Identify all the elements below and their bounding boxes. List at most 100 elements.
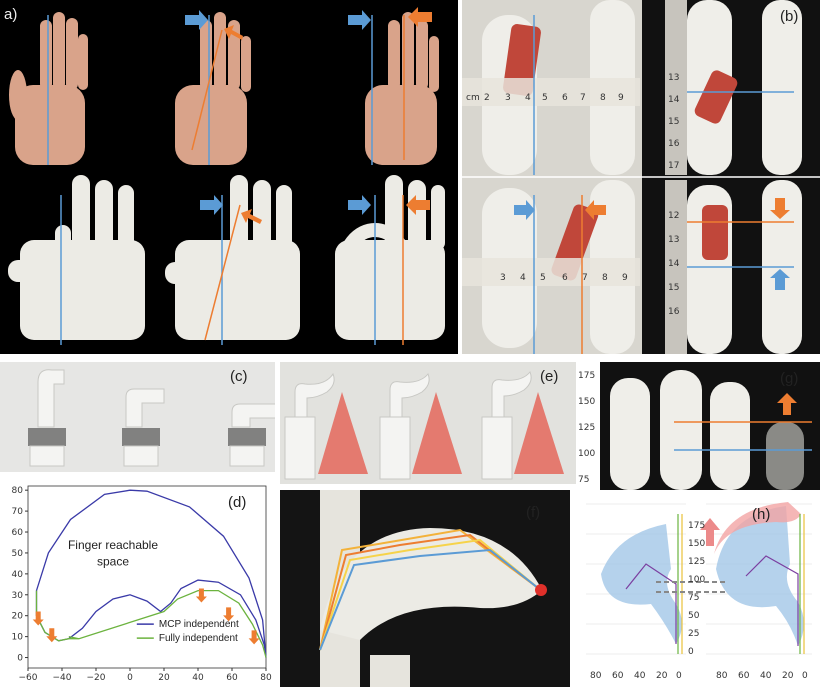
arrow-down-icon [248,630,260,645]
ruler-v-top-tick-3: 16 [668,139,680,149]
g-axis-tick-1: 150 [578,397,595,407]
finger-c-1 [37,369,65,428]
h-z-axis: 0 25 50 75 100 125 150 175 [688,521,705,657]
g-axis-tick-2: 125 [578,423,595,433]
panel-f-illustration [319,490,547,687]
ruler-v-bottom-tick-1: 13 [668,235,679,245]
finger-e-1-base [284,416,316,480]
panel-c: (c) [0,362,275,472]
base-c-3 [229,445,265,467]
reference-lines [47,15,405,345]
panel-e-illustration [284,371,564,480]
ruler-bottom-tick-6: 9 [622,273,628,283]
y-tick-label: 50 [12,549,24,559]
arrow-down-icon [46,628,58,643]
arrow-down-icon [32,611,44,626]
ruler-bottom: 3 4 5 6 7 8 9 [462,258,640,286]
x-tick-label: 20 [158,673,170,683]
workspace-red-right [714,502,801,554]
h-x-tick-3: 20 [656,671,668,681]
h-z-tick-2: 50 [688,611,700,621]
h-x2-tick-4: 0 [802,671,808,681]
lattice-joints [28,428,266,446]
ruler-top-tick-4: 5 [542,93,548,103]
panel-h: 0 25 50 75 100 125 150 175 80 60 40 20 0… [576,494,820,687]
robot-hand-1 [8,175,145,340]
x-tick-label: 60 [226,673,238,683]
y-tick-label: 30 [12,591,24,601]
panel-h-label: (h) [752,506,771,523]
y-tick-label: 70 [12,507,24,517]
workspace-blue-left [601,524,682,644]
ruler-top-tick-0: cm [466,93,480,103]
fingertip-marker [535,584,547,596]
panel-b: cm 2 3 4 5 6 7 8 9 3 4 5 6 7 8 9 13 14 1… [462,0,820,354]
arrow-down-icon [223,607,235,622]
x-tick-label: −60 [19,673,38,683]
panel-a-illustration [8,7,445,345]
panel-d-label: (d) [228,494,247,511]
ruler-top: cm 2 3 4 5 6 7 8 9 [462,78,640,106]
joint-trajectories [319,528,539,651]
finger-c-2 [125,388,165,428]
robot-hand-3 [335,175,445,340]
h-x2-tick-1: 60 [738,671,750,681]
y-tick-label: 10 [12,633,24,643]
y-tick-label: 20 [12,612,24,622]
panel-g-label: (g) [780,370,799,387]
h-x-tick-1: 60 [612,671,624,681]
h-z-tick-0: 0 [688,647,694,657]
panel-f: (f) [280,490,570,687]
x-tick-label: 0 [127,673,133,683]
ruler-v-top-tick-2: 15 [668,117,679,127]
base-c-2 [123,445,159,467]
h-x2-tick-2: 40 [760,671,772,681]
ruler-bottom-tick-4: 7 [582,273,588,283]
chart-annotation-line-2: space [97,554,129,568]
h-x-tick-4: 0 [676,671,682,681]
ruler-top-tick-2: 3 [505,93,511,103]
arrow-icons [185,7,432,224]
human-hand-3 [365,12,439,165]
ruler-bottom-tick-2: 5 [540,273,546,283]
ruler-bottom-tick-0: 3 [500,273,506,283]
y-tick-label: 80 [12,486,24,496]
ruler-bottom-tick-3: 6 [562,273,568,283]
panel-e-label: (e) [540,368,559,385]
ruler-top-tick-6: 7 [580,93,586,103]
human-hand-1 [9,12,88,165]
finger-e-3-base [481,416,513,480]
ruler-top-tick-1: 2 [484,93,490,103]
ruler-v-bottom-tick-0: 12 [668,211,679,221]
h-x2-tick-0: 80 [716,671,728,681]
ruler-vertical-top: 13 14 15 16 17 [665,0,687,175]
arrow-up-icon [777,393,797,415]
g-axis-tick-4: 75 [578,475,589,485]
x-tick-label: 80 [260,673,272,683]
ruler-top-tick-3: 4 [525,93,531,103]
panel-b-illustration: cm 2 3 4 5 6 7 8 9 3 4 5 6 7 8 9 13 14 1… [462,0,820,354]
ruler-v-bottom-tick-3: 15 [668,283,679,293]
ruler-v-top-tick-4: 17 [668,161,679,171]
y-tick-label: 40 [12,570,24,580]
h-z-tick-6: 150 [688,539,705,549]
ruler-v-top-tick-0: 13 [668,73,679,83]
cones [318,392,564,474]
h-kinematics [625,514,805,654]
panel-e: (e) [280,362,585,484]
finger-e-3 [491,371,532,418]
x-tick-label: −40 [53,673,72,683]
ruler-v-bottom-tick-4: 16 [668,307,680,317]
panel-f-label: (f) [526,504,541,521]
ruler-top-tick-5: 6 [562,93,568,103]
finger-e-1 [294,372,335,418]
y-tick-label: 60 [12,528,24,538]
fingers-g [610,370,804,490]
arrow-up-icon [700,518,720,546]
h-x-tick-2: 40 [634,671,646,681]
panel-a-label: a) [4,6,18,23]
g-axis-tick-0: 175 [578,371,595,381]
panel-d: −60 −40 −20 0 20 40 60 80 0 10 20 30 40 50 60 70 80 Finge… [0,478,275,687]
g-axis-tick-3: 100 [578,449,595,459]
legend-label: MCP independent [159,619,239,630]
